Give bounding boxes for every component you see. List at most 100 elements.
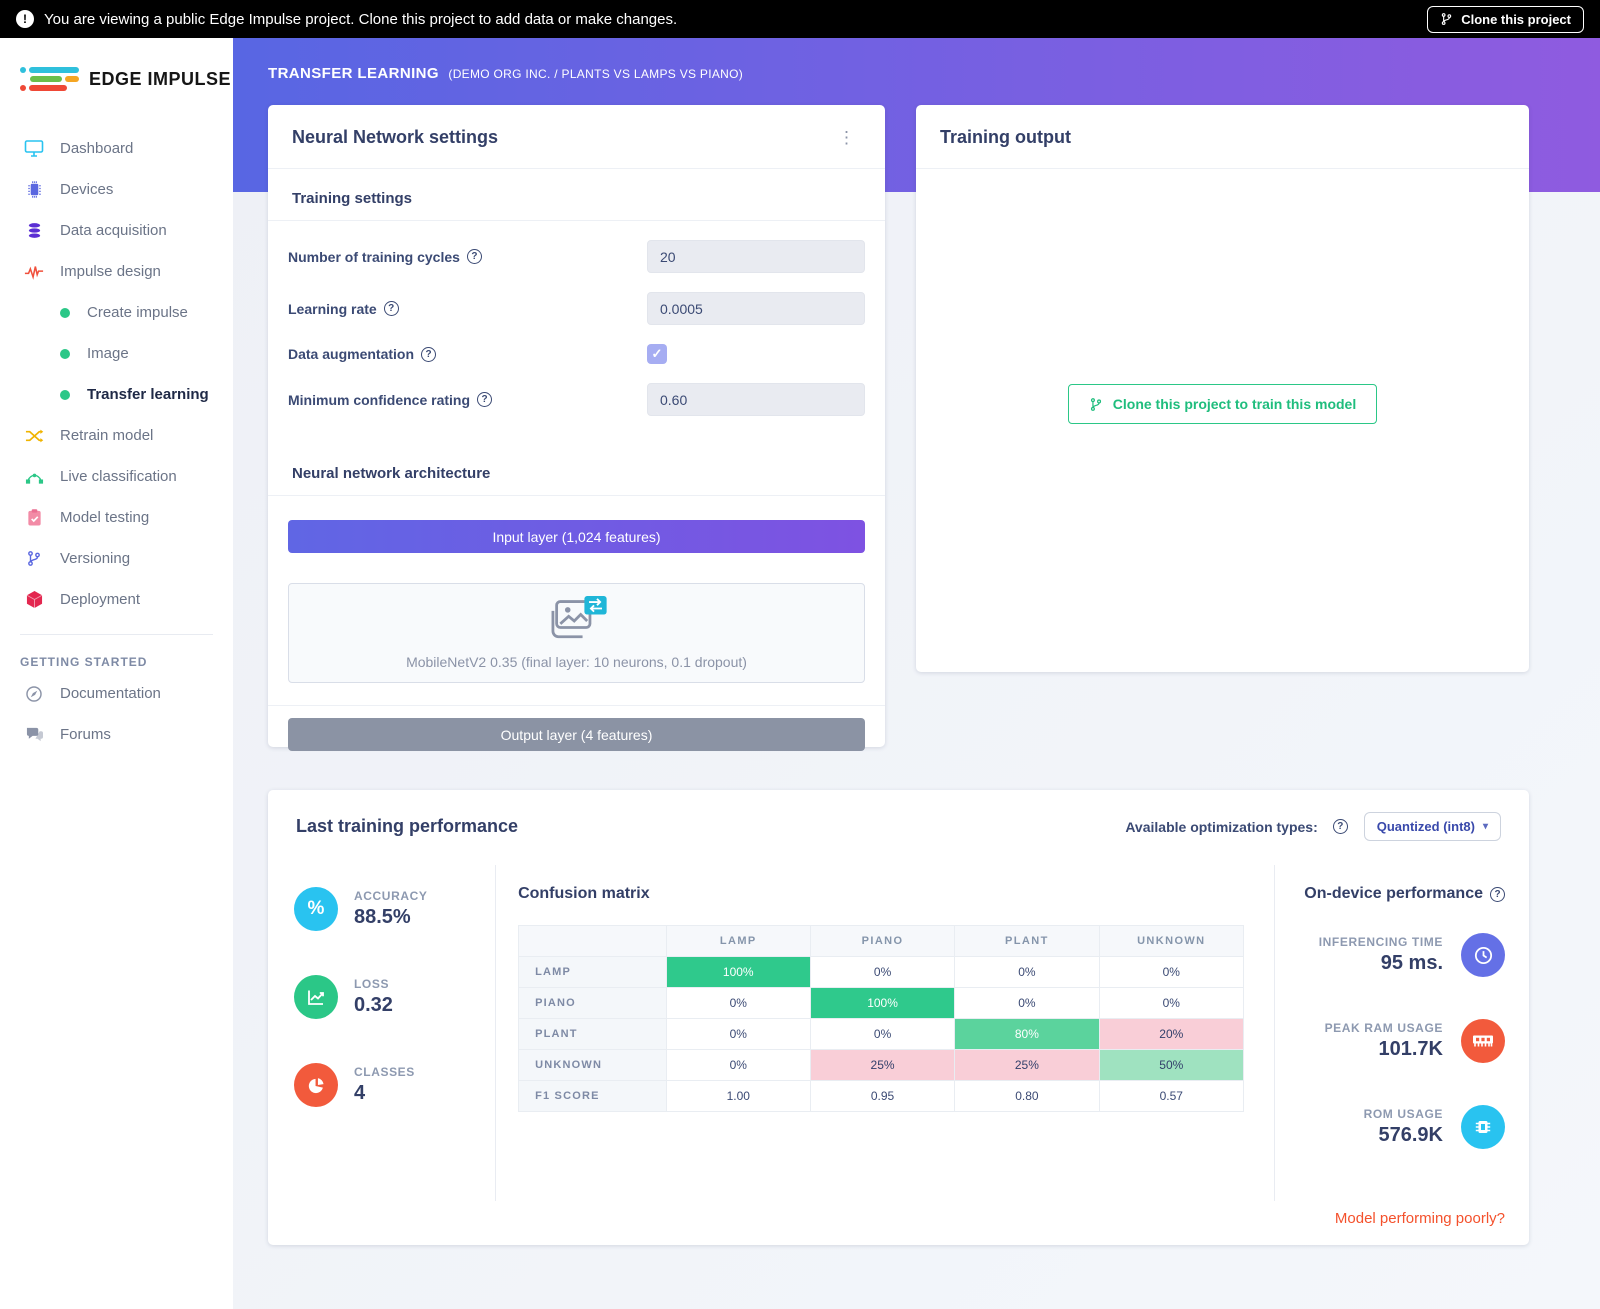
- performance-title: Last training performance: [296, 816, 519, 836]
- green-dot-icon: [60, 389, 70, 400]
- kebab-menu-icon[interactable]: ⋮: [838, 128, 855, 147]
- model-performing-poorly-link[interactable]: Model performing poorly?: [1334, 1210, 1505, 1227]
- peak-ram-metric: PEAK RAM USAGE 101.7K: [1275, 1019, 1505, 1063]
- mobilenet-layer-block[interactable]: MobileNetV2 0.35 (final layer: 10 neuron…: [288, 583, 865, 683]
- clone-to-train-button[interactable]: Clone this project to train this model: [1067, 384, 1378, 424]
- rom-usage-label: ROM USAGE: [1363, 1107, 1443, 1121]
- question-icon[interactable]: ?: [421, 346, 437, 362]
- sidebar-item-versioning[interactable]: Versioning: [0, 538, 233, 579]
- neural-network-settings-card: Neural Network settings ⋮ Training setti…: [268, 105, 885, 751]
- data-augmentation-checkbox[interactable]: ✓: [647, 344, 667, 364]
- sidebar-item-forums[interactable]: Forums: [0, 714, 233, 755]
- sidebar-item-devices[interactable]: Devices: [0, 169, 233, 210]
- matrix-cell: 0%: [665, 1018, 811, 1050]
- sidebar-item-live-classification[interactable]: Live classification: [0, 456, 233, 497]
- matrix-cell: 1.00: [665, 1080, 811, 1112]
- mobilenet-label: MobileNetV2 0.35 (final layer: 10 neuron…: [406, 654, 747, 670]
- banner-text: You are viewing a public Edge Impulse pr…: [44, 10, 678, 28]
- git-fork-icon: [1441, 13, 1452, 25]
- waveform-icon: [24, 264, 44, 280]
- question-icon[interactable]: ?: [466, 249, 482, 264]
- sidebar-item-label: Versioning: [60, 550, 131, 567]
- table-row: LAMP 100% 0% 0% 0%: [518, 956, 1245, 988]
- col-header: PIANO: [809, 925, 956, 957]
- sidebar-item-label: Model testing: [60, 509, 150, 526]
- row-label: UNKNOWN: [518, 1049, 667, 1081]
- memory-chip-icon: [1461, 1105, 1505, 1149]
- matrix-cell: 25%: [954, 1049, 1100, 1081]
- percent-icon: %: [294, 887, 338, 931]
- row-label: PLANT: [518, 1018, 667, 1050]
- optimization-value: Quantized (int8): [1376, 819, 1475, 834]
- sidebar-item-label: Impulse design: [60, 263, 161, 280]
- row-label: F1 SCORE: [518, 1080, 667, 1112]
- rom-usage-value: 576.9K: [1378, 1124, 1444, 1146]
- training-output-title: Training output: [940, 127, 1071, 147]
- sidebar-item-impulse-design[interactable]: Impulse design: [0, 251, 233, 292]
- question-icon[interactable]: ?: [477, 392, 493, 407]
- sidebar-item-documentation[interactable]: Documentation: [0, 673, 233, 714]
- classes-stat: CLASSES 4: [294, 1063, 495, 1107]
- clone-project-button[interactable]: Clone this project: [1427, 5, 1584, 33]
- matrix-cell: 25%: [809, 1049, 956, 1081]
- sidebar-item-deployment[interactable]: Deployment: [0, 579, 233, 620]
- sidebar-item-label: Forums: [60, 726, 111, 743]
- sidebar-item-label: Data acquisition: [60, 222, 167, 239]
- field-training-cycles: Number of training cycles ? 20: [288, 240, 865, 273]
- row-label: LAMP: [518, 956, 667, 988]
- sidebar-item-create-impulse[interactable]: Create impulse: [0, 292, 233, 333]
- training-cycles-input[interactable]: 20: [647, 240, 865, 273]
- confusion-matrix-column: Confusion matrix LAMP PIANO PLANT UNKNOW…: [496, 865, 1276, 1201]
- sidebar-item-data-acquisition[interactable]: Data acquisition: [0, 210, 233, 251]
- optimization-types-group: Available optimization types: ? Quantize…: [1125, 812, 1501, 841]
- ram-icon: [1461, 1019, 1505, 1063]
- nn-architecture-heading: Neural network architecture: [292, 465, 491, 482]
- chevron-down-icon: ▾: [1482, 821, 1488, 832]
- output-layer-block[interactable]: Output layer (4 features): [288, 718, 865, 751]
- git-fork-icon: [1090, 397, 1101, 411]
- row-label: PIANO: [518, 987, 667, 1019]
- chart-line-icon: [294, 975, 338, 1019]
- question-icon[interactable]: ?: [1490, 886, 1505, 902]
- loss-value: 0.32: [354, 994, 393, 1016]
- learning-rate-input[interactable]: 0.0005: [647, 292, 865, 325]
- matrix-cell: 0%: [1098, 987, 1245, 1019]
- col-header: LAMP: [665, 925, 811, 957]
- public-project-banner: ! You are viewing a public Edge Impulse …: [0, 0, 1600, 38]
- sidebar-item-retrain-model[interactable]: Retrain model: [0, 415, 233, 456]
- col-header: UNKNOWN: [1098, 925, 1245, 957]
- classes-label: CLASSES: [354, 1065, 415, 1079]
- sidebar-divider: [20, 634, 213, 635]
- peak-ram-label: PEAK RAM USAGE: [1324, 1021, 1443, 1035]
- question-icon[interactable]: ?: [383, 301, 399, 316]
- inferencing-time-metric: INFERENCING TIME 95 ms.: [1275, 933, 1505, 977]
- sidebar-item-label: Documentation: [60, 685, 161, 702]
- logo-text: EDGE IMPULSE: [89, 68, 232, 89]
- table-row: PIANO 0% 100% 0% 0%: [518, 987, 1245, 1019]
- table-header-row: LAMP PIANO PLANT UNKNOWN: [518, 925, 1245, 957]
- field-label: Learning rate: [288, 300, 377, 317]
- sidebar-item-label: Image: [87, 345, 129, 362]
- sidebar-item-image[interactable]: Image: [0, 333, 233, 374]
- col-header: PLANT: [954, 925, 1100, 957]
- divider: [268, 705, 885, 706]
- input-layer-block[interactable]: Input layer (1,024 features): [288, 520, 865, 553]
- git-branch-icon: [24, 550, 44, 567]
- sidebar-item-transfer-learning[interactable]: Transfer learning: [0, 374, 233, 415]
- sidebar-item-label: Create impulse: [87, 304, 188, 321]
- on-device-performance-column: On-device performance ? INFERENCING TIME…: [1275, 865, 1529, 1201]
- matrix-cell: 50%: [1098, 1049, 1245, 1081]
- sidebar-item-model-testing[interactable]: Model testing: [0, 497, 233, 538]
- edge-impulse-logo[interactable]: EDGE IMPULSE: [0, 38, 233, 94]
- optimization-dropdown[interactable]: Quantized (int8) ▾: [1363, 812, 1501, 841]
- question-icon[interactable]: ?: [1332, 819, 1348, 834]
- sidebar-item-dashboard[interactable]: Dashboard: [0, 128, 233, 169]
- compass-icon: [24, 685, 44, 703]
- matrix-cell: 0%: [809, 1018, 956, 1050]
- min-confidence-input[interactable]: 0.60: [647, 383, 865, 416]
- training-output-card: Training output Clone this project to tr…: [916, 105, 1529, 672]
- pie-chart-icon: [294, 1063, 338, 1107]
- monitor-icon: [24, 139, 44, 158]
- clone-project-label: Clone this project: [1461, 11, 1571, 27]
- confusion-matrix-table: LAMP PIANO PLANT UNKNOWN LAMP 100% 0% 0%…: [518, 925, 1245, 1112]
